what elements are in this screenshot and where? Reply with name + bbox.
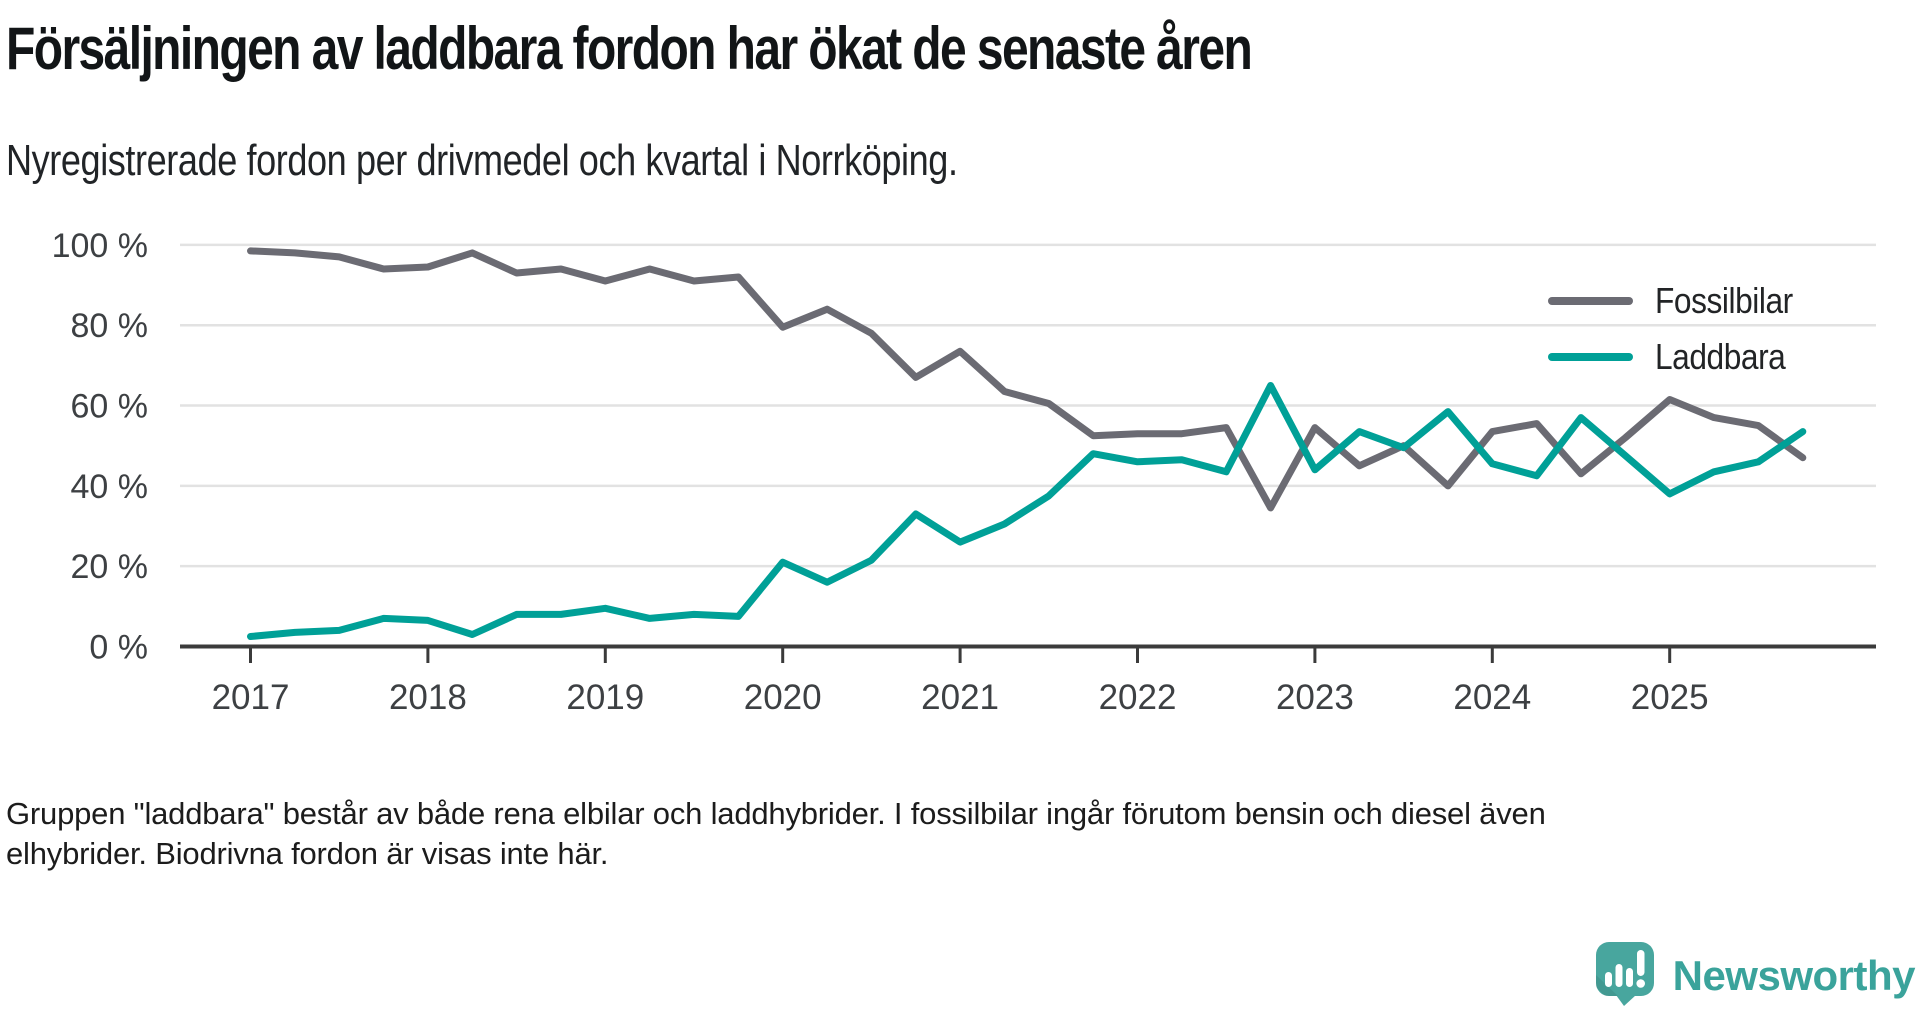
legend-item-laddbara: Laddbara [1548,335,1888,379]
legend: Fossilbilar Laddbara [1548,279,1888,391]
y-tick-label: 40 % [71,468,149,506]
x-tick-label: 2017 [212,678,290,717]
legend-label-fossilbilar: Fossilbilar [1655,280,1793,321]
x-tick-label: 2024 [1453,678,1531,717]
x-tick-label: 2019 [566,678,644,717]
y-tick-label: 60 % [71,387,149,425]
y-tick-label: 80 % [71,307,149,345]
y-tick-label: 0 % [89,628,148,666]
page-subtitle: Nyregistrerade fordon per drivmedel och … [6,136,958,185]
footnote-line-1: Gruppen "laddbara" består av både rena e… [6,796,1546,831]
y-tick-label: 100 % [52,227,148,265]
x-tick-label: 2021 [921,678,999,717]
legend-item-fossilbilar: Fossilbilar [1548,279,1888,323]
x-tick-label: 2018 [389,678,467,717]
page-title: Försäljningen av laddbara fordon har öka… [6,15,1253,82]
newsworthy-logo-text: Newsworthy [1672,952,1916,999]
x-tick-label: 2023 [1276,678,1354,717]
fossilbilar-line-swatch [1548,297,1633,305]
newsworthy-logo-mark [1595,942,1654,1006]
y-tick-label: 20 % [71,548,149,586]
newsworthy-logo: Newsworthy [1595,941,1916,1006]
x-tick-label: 2020 [744,678,822,717]
footnote-line-2: elhybrider. Biodrivna fordon är visas in… [6,836,609,871]
laddbara-line [247,382,1807,640]
fossilbilar-line [247,247,1807,512]
legend-label-laddbara: Laddbara [1655,336,1786,377]
footnote: Gruppen "laddbara" består av både rena e… [6,794,1866,874]
laddbara-line-swatch [1548,353,1633,361]
x-tick-label: 2025 [1631,678,1709,717]
x-tick-label: 2022 [1099,678,1177,717]
